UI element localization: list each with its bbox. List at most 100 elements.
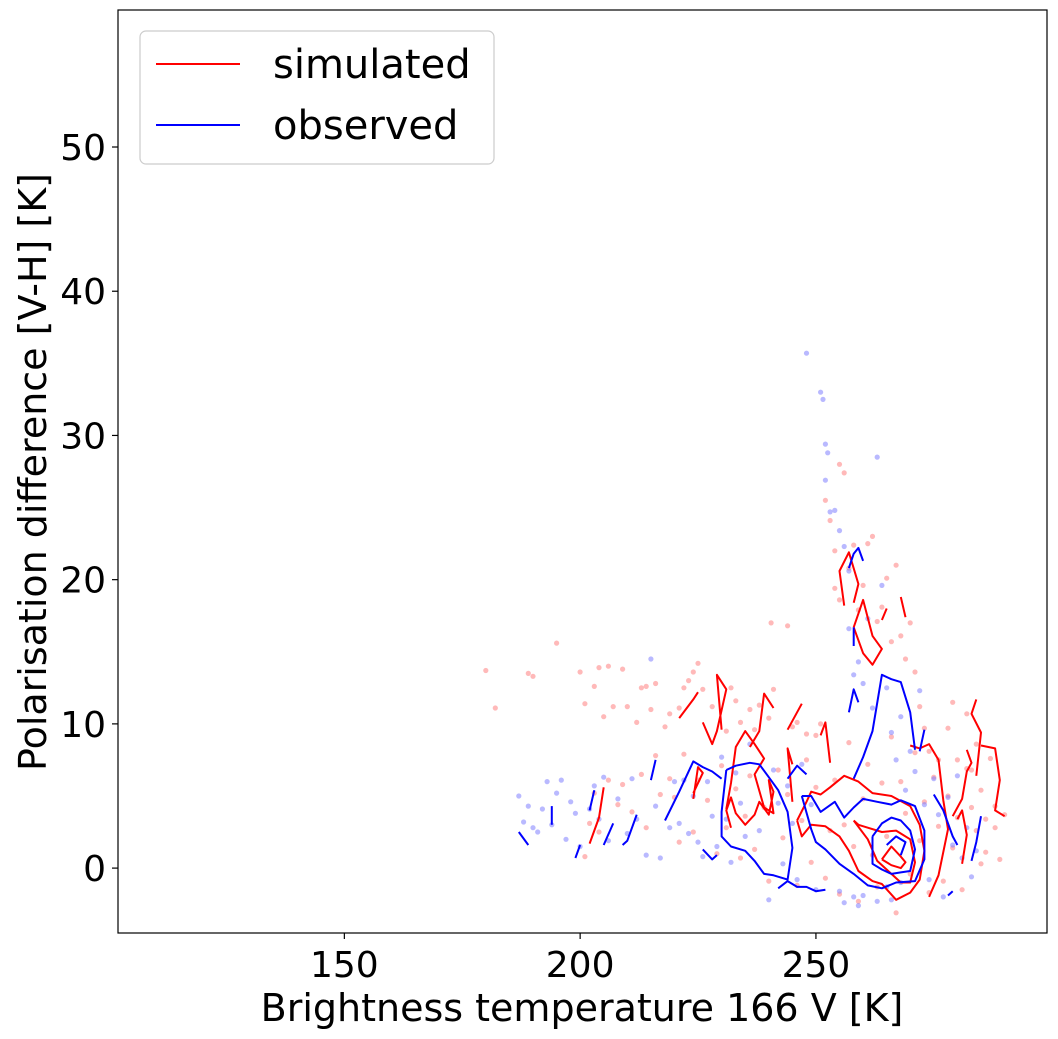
- simulated-point-42: [813, 732, 819, 739]
- simulated-point-6: [582, 701, 588, 707]
- observed-point-12: [572, 810, 579, 816]
- simulated-point-36: [770, 686, 777, 692]
- observed-point-70: [860, 680, 866, 687]
- simulated-contour-19: [951, 749, 973, 817]
- observed-contour-10: [777, 880, 826, 893]
- simulated-point-89: [629, 809, 635, 815]
- simulated-point-143: [935, 823, 942, 829]
- simulated-contour-4: [678, 691, 699, 719]
- simulated-point-54: [860, 582, 866, 589]
- observed-point-64: [836, 528, 843, 534]
- simulated-point-14: [634, 719, 640, 726]
- simulated-point-112: [780, 835, 786, 841]
- simulated-point-31: [737, 719, 744, 726]
- simulated-point-132: [884, 833, 890, 840]
- observed-contour-13: [871, 816, 916, 875]
- simulated-contour-14: [881, 845, 907, 870]
- simulated-point-55: [865, 541, 871, 547]
- simulated-point-27: [709, 704, 715, 710]
- simulated-point-43: [818, 721, 824, 727]
- simulated-point-12: [620, 666, 626, 672]
- observed-contour-19: [918, 729, 926, 752]
- simulated-point-102: [719, 763, 725, 769]
- simulated-point-111: [775, 767, 781, 773]
- observed-point-86: [935, 812, 942, 818]
- simulated-point-13: [624, 704, 630, 710]
- observed-point-47: [770, 767, 777, 773]
- observed-point-100: [874, 898, 880, 904]
- observed-point-80: [907, 748, 913, 754]
- simulated-point-100: [704, 797, 711, 803]
- simulated-point-124: [846, 740, 852, 746]
- simulated-point-1: [492, 705, 498, 711]
- x-axis: 150 200 250: [310, 933, 850, 986]
- observed-point-74: [879, 582, 885, 589]
- simulated-point-70: [945, 725, 951, 731]
- simulated-point-83: [587, 820, 593, 827]
- observed-contour-12: [800, 795, 926, 890]
- observed-point-25: [653, 803, 659, 809]
- simulated-point-18: [653, 680, 659, 687]
- observed-point-78: [898, 714, 904, 720]
- observed-point-83: [921, 802, 928, 808]
- simulated-point-74: [968, 767, 975, 773]
- simulated-point-5: [577, 669, 583, 675]
- observed-point-68: [851, 672, 857, 678]
- x-tick-label-150: 150: [310, 945, 379, 986]
- simulated-contour-11: [725, 730, 775, 828]
- simulated-point-150: [968, 804, 975, 811]
- observed-point-54: [803, 350, 810, 356]
- contour-layer: [517, 546, 1006, 901]
- simulated-point-80: [997, 856, 1003, 863]
- observed-point-87: [940, 894, 946, 900]
- observed-point-37: [714, 843, 720, 850]
- simulated-point-58: [879, 604, 885, 610]
- observed-point-82: [917, 688, 923, 694]
- observed-contour-15: [852, 673, 916, 780]
- simulated-point-19: [662, 724, 668, 730]
- simulated-contour-13: [852, 819, 916, 884]
- observed-point-11: [568, 799, 574, 805]
- y-tick-label-10: 10: [60, 705, 106, 746]
- simulated-point-82: [582, 854, 588, 860]
- observed-point-67: [846, 626, 852, 632]
- simulated-point-118: [813, 784, 819, 790]
- observed-point-63: [832, 507, 838, 513]
- simulated-point-131: [879, 780, 885, 786]
- observed-point-55: [808, 802, 814, 808]
- legend-label-observed: observed: [273, 103, 458, 149]
- simulated-point-40: [794, 719, 800, 726]
- simulated-point-148: [959, 887, 965, 893]
- simulated-point-28: [723, 728, 729, 734]
- simulated-contour-10: [692, 766, 704, 800]
- observed-point-19: [615, 796, 621, 802]
- simulated-point-105: [737, 855, 744, 861]
- simulated-point-34: [756, 702, 762, 708]
- simulated-point-108: [752, 846, 758, 853]
- observed-point-35: [704, 779, 711, 785]
- simulated-point-32: [747, 706, 753, 713]
- legend: simulated observed: [139, 30, 495, 165]
- simulated-contour-0: [838, 551, 860, 606]
- observed-point-26: [657, 855, 663, 861]
- observed-point-69: [855, 659, 862, 665]
- x-tick-label-200: 200: [546, 945, 615, 986]
- simulated-point-23: [686, 678, 692, 684]
- simulated-point-103: [723, 825, 729, 831]
- observed-point-45: [756, 828, 762, 834]
- observed-point-65: [841, 543, 847, 550]
- observed-point-34: [700, 854, 706, 860]
- simulated-contour-2: [880, 608, 888, 621]
- simulated-contour-20: [588, 787, 605, 844]
- simulated-point-37: [768, 620, 774, 626]
- simulated-point-98: [690, 829, 696, 835]
- simulated-point-4: [554, 640, 560, 646]
- simulated-point-119: [822, 875, 829, 881]
- simulated-point-47: [836, 461, 843, 467]
- y-tick-label-40: 40: [60, 272, 106, 313]
- observed-point-76: [888, 729, 895, 736]
- observed-contour-21: [947, 890, 954, 897]
- simulated-point-116: [803, 757, 810, 763]
- observed-point-40: [728, 859, 734, 865]
